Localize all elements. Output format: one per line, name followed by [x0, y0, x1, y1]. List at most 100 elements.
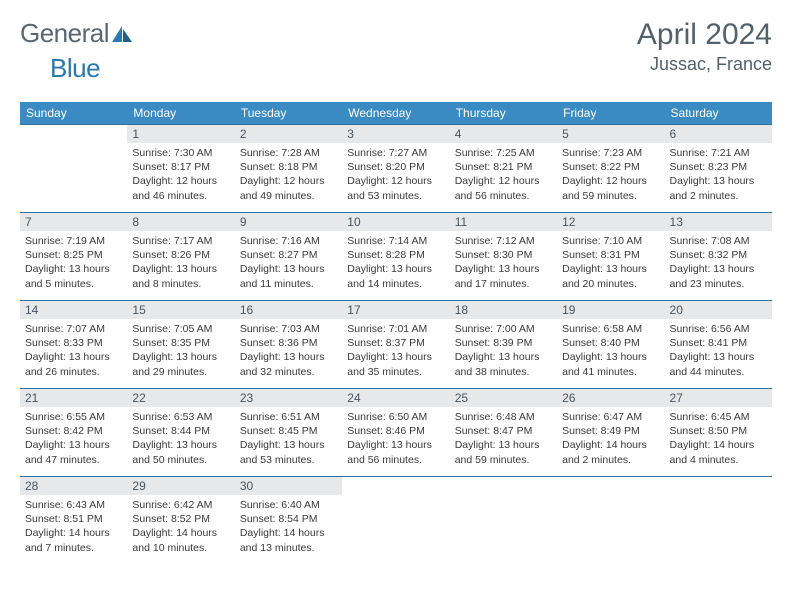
- day-daylight1: Daylight: 14 hours: [25, 526, 122, 540]
- calendar-day-cell: [342, 477, 449, 565]
- logo-sail-icon: [111, 25, 133, 43]
- day-details: Sunrise: 7:08 AMSunset: 8:32 PMDaylight:…: [665, 231, 772, 295]
- calendar-day-cell: 6Sunrise: 7:21 AMSunset: 8:23 PMDaylight…: [665, 125, 772, 213]
- day-sunset: Sunset: 8:21 PM: [455, 160, 552, 174]
- calendar-page: General April 2024 Jussac, France Blue S…: [0, 0, 792, 612]
- day-sunrise: Sunrise: 7:12 AM: [455, 234, 552, 248]
- day-daylight2: and 20 minutes.: [562, 277, 659, 291]
- day-daylight1: Daylight: 12 hours: [240, 174, 337, 188]
- day-sunrise: Sunrise: 6:48 AM: [455, 410, 552, 424]
- day-number: 23: [235, 389, 342, 407]
- calendar-day-cell: 2Sunrise: 7:28 AMSunset: 8:18 PMDaylight…: [235, 125, 342, 213]
- day-sunset: Sunset: 8:36 PM: [240, 336, 337, 350]
- day-number: [342, 477, 449, 481]
- day-daylight1: Daylight: 13 hours: [25, 438, 122, 452]
- calendar-day-cell: 8Sunrise: 7:17 AMSunset: 8:26 PMDaylight…: [127, 213, 234, 301]
- day-sunrise: Sunrise: 7:28 AM: [240, 146, 337, 160]
- day-number: [450, 477, 557, 481]
- day-daylight2: and 53 minutes.: [240, 453, 337, 467]
- day-daylight2: and 46 minutes.: [132, 189, 229, 203]
- day-daylight1: Daylight: 13 hours: [25, 262, 122, 276]
- day-sunrise: Sunrise: 7:08 AM: [670, 234, 767, 248]
- calendar-day-cell: 1Sunrise: 7:30 AMSunset: 8:17 PMDaylight…: [127, 125, 234, 213]
- day-daylight2: and 38 minutes.: [455, 365, 552, 379]
- day-daylight2: and 2 minutes.: [670, 189, 767, 203]
- day-sunset: Sunset: 8:52 PM: [132, 512, 229, 526]
- day-daylight2: and 7 minutes.: [25, 541, 122, 555]
- day-sunrise: Sunrise: 7:10 AM: [562, 234, 659, 248]
- day-sunrise: Sunrise: 6:56 AM: [670, 322, 767, 336]
- day-details: Sunrise: 7:01 AMSunset: 8:37 PMDaylight:…: [342, 319, 449, 383]
- day-sunset: Sunset: 8:37 PM: [347, 336, 444, 350]
- logo-word-2: Blue: [50, 53, 100, 83]
- day-number: 2: [235, 125, 342, 143]
- day-daylight1: Daylight: 12 hours: [455, 174, 552, 188]
- day-sunrise: Sunrise: 7:05 AM: [132, 322, 229, 336]
- day-details: Sunrise: 7:17 AMSunset: 8:26 PMDaylight:…: [127, 231, 234, 295]
- day-details: Sunrise: 7:23 AMSunset: 8:22 PMDaylight:…: [557, 143, 664, 207]
- day-sunrise: Sunrise: 6:45 AM: [670, 410, 767, 424]
- calendar-day-cell: 10Sunrise: 7:14 AMSunset: 8:28 PMDayligh…: [342, 213, 449, 301]
- calendar-day-cell: 22Sunrise: 6:53 AMSunset: 8:44 PMDayligh…: [127, 389, 234, 477]
- day-sunset: Sunset: 8:30 PM: [455, 248, 552, 262]
- day-daylight2: and 53 minutes.: [347, 189, 444, 203]
- weekday-header: Friday: [557, 102, 664, 125]
- day-details: Sunrise: 6:53 AMSunset: 8:44 PMDaylight:…: [127, 407, 234, 471]
- day-daylight1: Daylight: 12 hours: [132, 174, 229, 188]
- day-sunset: Sunset: 8:35 PM: [132, 336, 229, 350]
- day-sunrise: Sunrise: 7:00 AM: [455, 322, 552, 336]
- day-number: 26: [557, 389, 664, 407]
- calendar-day-cell: 7Sunrise: 7:19 AMSunset: 8:25 PMDaylight…: [20, 213, 127, 301]
- day-number: 20: [665, 301, 772, 319]
- day-sunrise: Sunrise: 7:03 AM: [240, 322, 337, 336]
- day-number: 8: [127, 213, 234, 231]
- day-sunset: Sunset: 8:40 PM: [562, 336, 659, 350]
- day-sunset: Sunset: 8:44 PM: [132, 424, 229, 438]
- day-number: 4: [450, 125, 557, 143]
- day-details: Sunrise: 6:56 AMSunset: 8:41 PMDaylight:…: [665, 319, 772, 383]
- day-details: Sunrise: 7:03 AMSunset: 8:36 PMDaylight:…: [235, 319, 342, 383]
- day-number: 3: [342, 125, 449, 143]
- day-number: 9: [235, 213, 342, 231]
- day-sunset: Sunset: 8:32 PM: [670, 248, 767, 262]
- day-sunrise: Sunrise: 7:30 AM: [132, 146, 229, 160]
- calendar-day-cell: 24Sunrise: 6:50 AMSunset: 8:46 PMDayligh…: [342, 389, 449, 477]
- day-daylight1: Daylight: 13 hours: [455, 350, 552, 364]
- day-number: 24: [342, 389, 449, 407]
- day-daylight1: Daylight: 12 hours: [562, 174, 659, 188]
- day-daylight1: Daylight: 13 hours: [25, 350, 122, 364]
- day-sunrise: Sunrise: 7:19 AM: [25, 234, 122, 248]
- day-number: [557, 477, 664, 481]
- day-details: Sunrise: 7:19 AMSunset: 8:25 PMDaylight:…: [20, 231, 127, 295]
- day-sunset: Sunset: 8:23 PM: [670, 160, 767, 174]
- day-daylight2: and 4 minutes.: [670, 453, 767, 467]
- day-daylight2: and 17 minutes.: [455, 277, 552, 291]
- day-sunset: Sunset: 8:49 PM: [562, 424, 659, 438]
- day-number: 21: [20, 389, 127, 407]
- day-daylight1: Daylight: 13 hours: [132, 350, 229, 364]
- day-sunrise: Sunrise: 6:50 AM: [347, 410, 444, 424]
- day-details: Sunrise: 7:00 AMSunset: 8:39 PMDaylight:…: [450, 319, 557, 383]
- day-sunset: Sunset: 8:17 PM: [132, 160, 229, 174]
- day-sunset: Sunset: 8:20 PM: [347, 160, 444, 174]
- calendar-day-cell: 20Sunrise: 6:56 AMSunset: 8:41 PMDayligh…: [665, 301, 772, 389]
- day-daylight2: and 35 minutes.: [347, 365, 444, 379]
- day-sunset: Sunset: 8:50 PM: [670, 424, 767, 438]
- day-details: Sunrise: 7:14 AMSunset: 8:28 PMDaylight:…: [342, 231, 449, 295]
- day-daylight2: and 50 minutes.: [132, 453, 229, 467]
- day-daylight2: and 26 minutes.: [25, 365, 122, 379]
- weekday-header: Sunday: [20, 102, 127, 125]
- calendar-week-row: 21Sunrise: 6:55 AMSunset: 8:42 PMDayligh…: [20, 389, 772, 477]
- calendar-day-cell: 18Sunrise: 7:00 AMSunset: 8:39 PMDayligh…: [450, 301, 557, 389]
- calendar-week-row: 7Sunrise: 7:19 AMSunset: 8:25 PMDaylight…: [20, 213, 772, 301]
- day-sunset: Sunset: 8:47 PM: [455, 424, 552, 438]
- day-daylight1: Daylight: 13 hours: [562, 262, 659, 276]
- calendar-day-cell: 26Sunrise: 6:47 AMSunset: 8:49 PMDayligh…: [557, 389, 664, 477]
- calendar-day-cell: 27Sunrise: 6:45 AMSunset: 8:50 PMDayligh…: [665, 389, 772, 477]
- day-number: 27: [665, 389, 772, 407]
- day-number: 10: [342, 213, 449, 231]
- day-sunrise: Sunrise: 7:23 AM: [562, 146, 659, 160]
- day-details: Sunrise: 6:58 AMSunset: 8:40 PMDaylight:…: [557, 319, 664, 383]
- day-daylight2: and 44 minutes.: [670, 365, 767, 379]
- day-number: 16: [235, 301, 342, 319]
